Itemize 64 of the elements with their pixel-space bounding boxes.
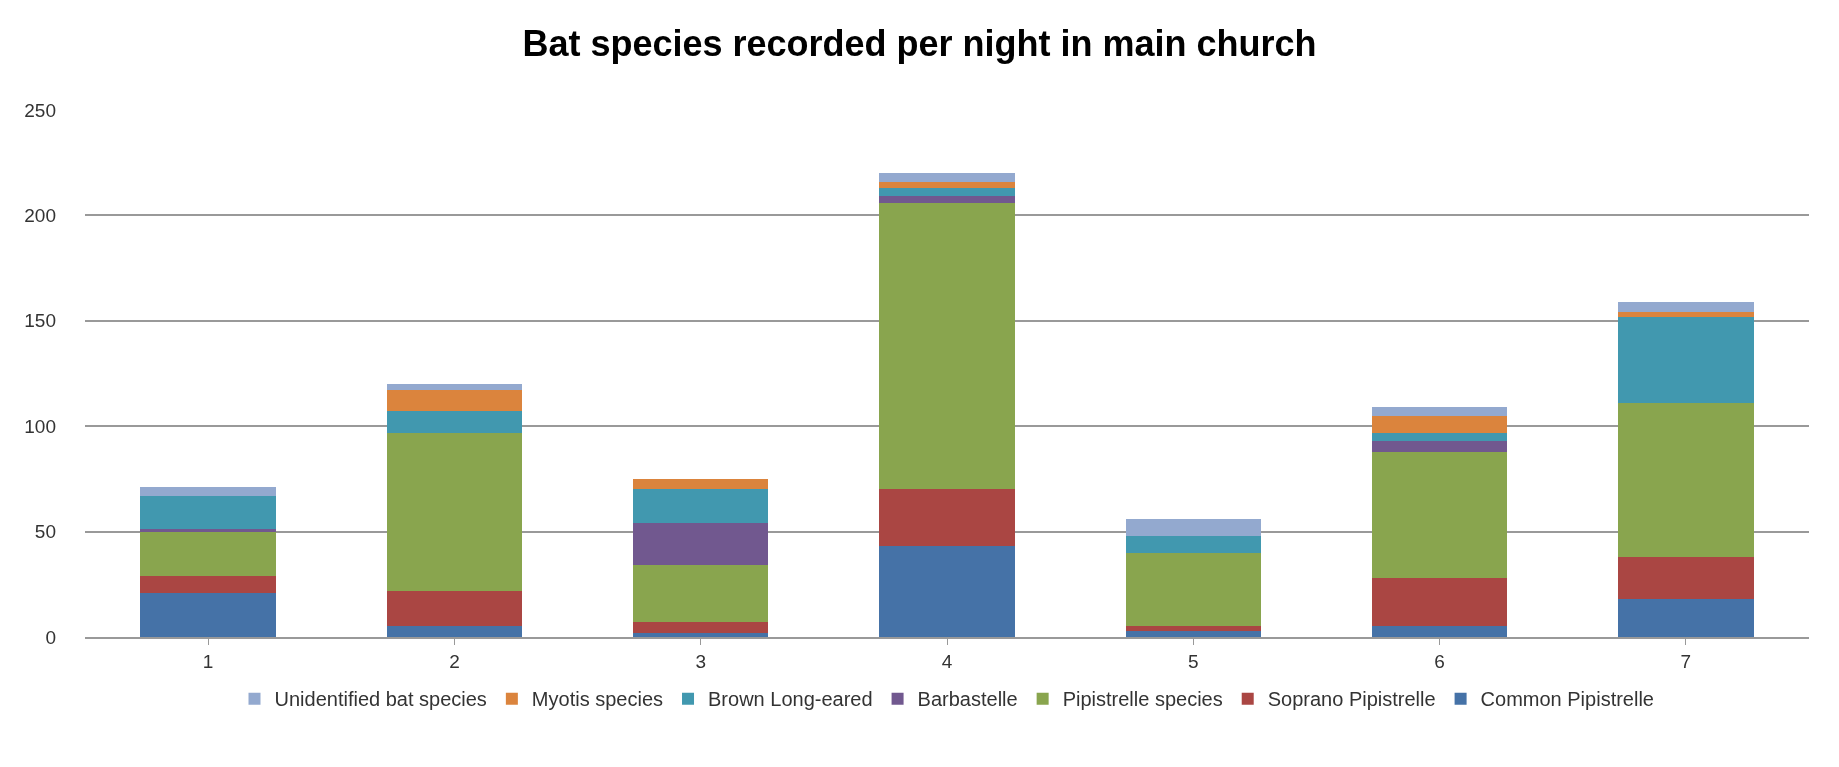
bar [1125, 518, 1262, 536]
legend-label: Brown Long-eared [708, 688, 873, 711]
bar [140, 487, 276, 496]
bar [1371, 451, 1508, 578]
x-tick-label: 6 [1434, 650, 1445, 672]
bar [386, 411, 523, 433]
bar [632, 523, 769, 566]
x-tick-label: 7 [1680, 650, 1692, 672]
x-tick-label: 4 [941, 650, 953, 672]
bar [879, 202, 1015, 490]
bar [632, 622, 769, 633]
bar [140, 592, 276, 637]
bar [386, 590, 523, 627]
x-tick-label: 3 [695, 650, 706, 672]
bar [1125, 630, 1262, 637]
bar [1371, 415, 1508, 433]
bar [140, 531, 276, 576]
bar [1618, 556, 1754, 600]
bar [879, 173, 1015, 182]
bar [140, 495, 276, 530]
bar [1125, 626, 1262, 631]
x-tick-label: 2 [449, 650, 460, 672]
y-tick-label: 150 [24, 310, 56, 332]
bar [1125, 552, 1262, 627]
bar [386, 390, 523, 412]
bar [1618, 599, 1754, 637]
bar [140, 575, 276, 593]
bar [632, 489, 769, 524]
bar [632, 632, 769, 637]
chart-title: Bat species recorded per night in main church [522, 22, 1317, 64]
bar [879, 181, 1015, 188]
bar [1371, 577, 1508, 627]
y-tick-label: 0 [45, 626, 56, 648]
bar [1618, 403, 1754, 557]
bar [632, 478, 769, 490]
bar [879, 188, 1015, 197]
bar [140, 529, 276, 532]
y-tick-label: 50 [34, 521, 56, 543]
bar [386, 432, 523, 591]
y-tick-label: 200 [24, 205, 56, 227]
legend-label: Pipistrelle species [1062, 688, 1223, 711]
bar [632, 565, 769, 623]
bar [879, 489, 1015, 547]
legend-label: Unidentified bat species [274, 688, 487, 711]
bar [879, 196, 1015, 203]
bar [1125, 535, 1262, 553]
bar [1618, 312, 1754, 317]
bar [1618, 301, 1754, 313]
legend-label: Barbastelle [917, 688, 1018, 711]
bar [1371, 407, 1508, 416]
bar [1371, 432, 1508, 441]
x-tick-label: 1 [202, 650, 214, 672]
bar [386, 384, 523, 391]
legend-label: Soprano Pipistrelle [1267, 688, 1436, 711]
bar [386, 626, 523, 637]
x-tick-label: 5 [1188, 650, 1199, 672]
bar [1371, 626, 1508, 637]
bar [1618, 316, 1754, 404]
bar [1371, 440, 1508, 452]
bar [879, 546, 1015, 637]
legend-label: Myotis species [531, 688, 664, 711]
legend-label: Common Pipistrelle [1480, 688, 1654, 711]
y-tick-label: 250 [24, 99, 56, 121]
y-tick-label: 100 [24, 415, 56, 437]
